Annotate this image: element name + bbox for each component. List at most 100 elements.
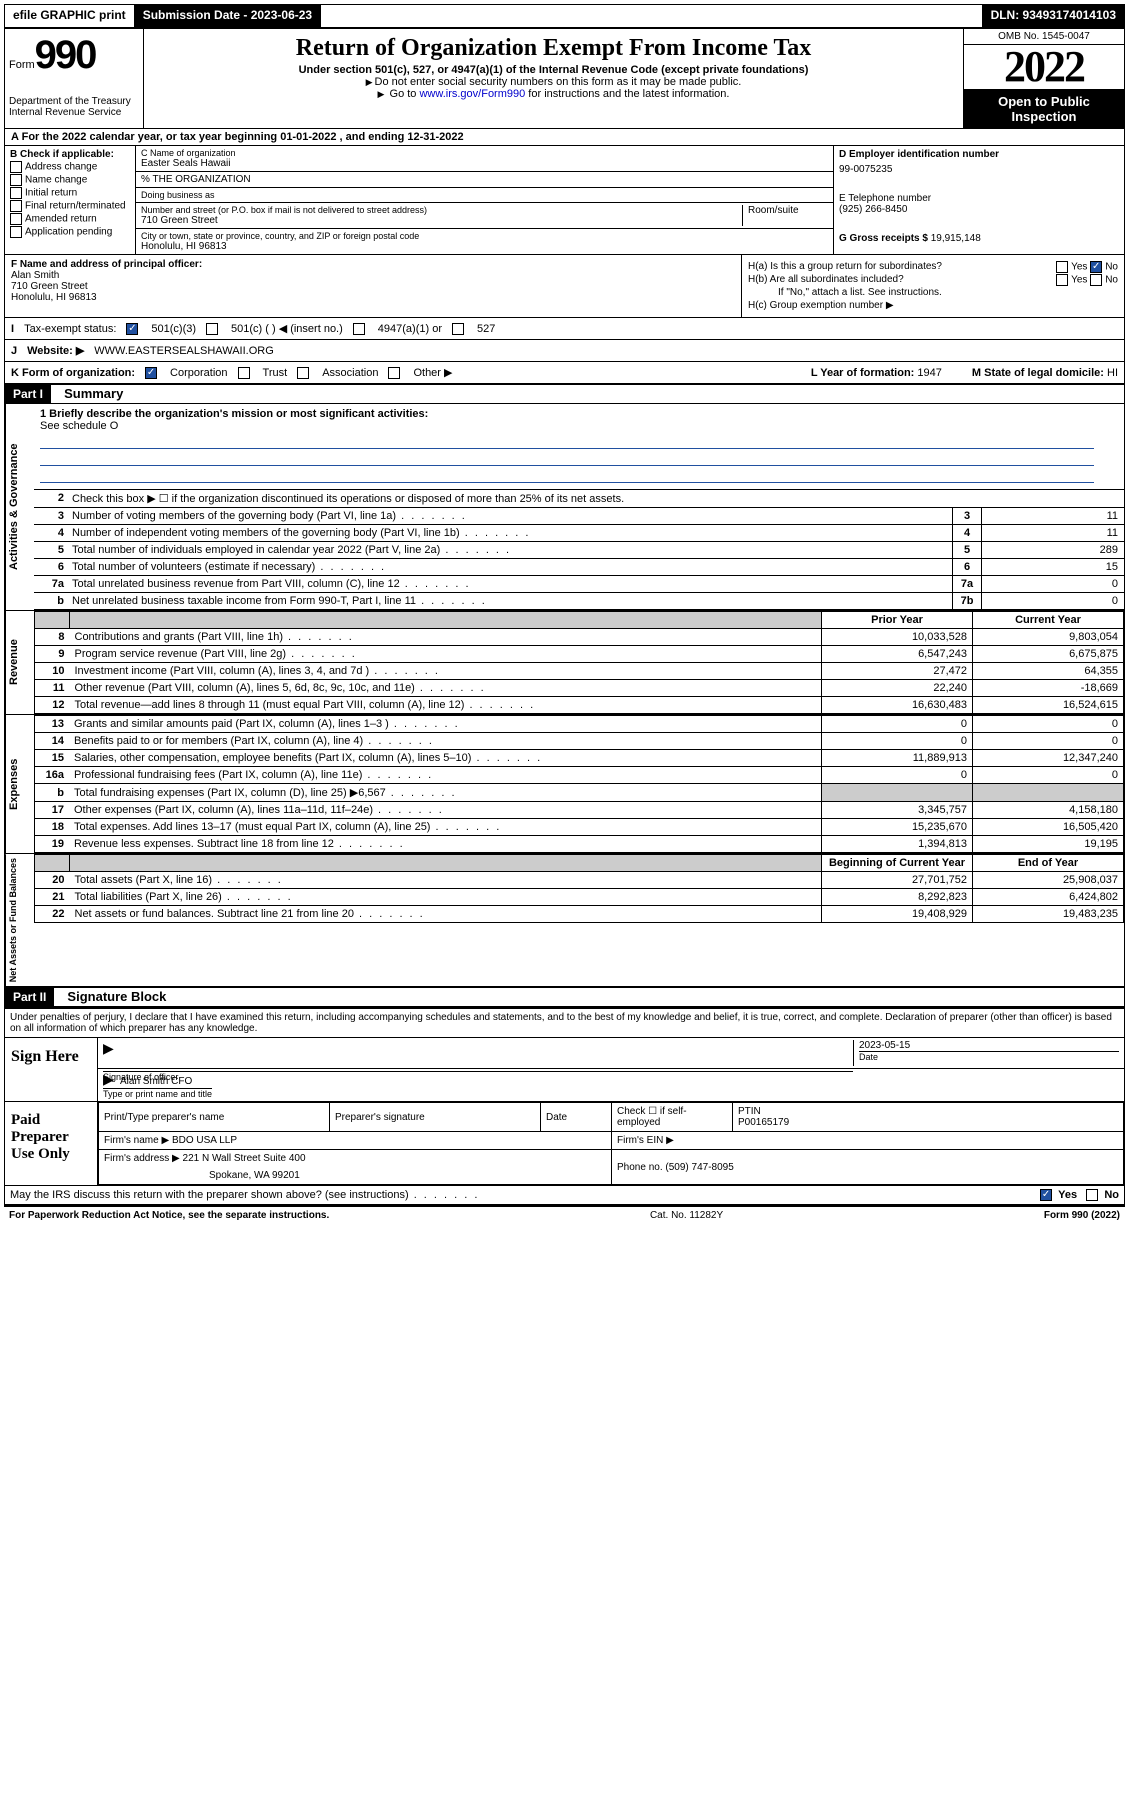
officer-label: F Name and address of principal officer: bbox=[11, 259, 202, 270]
gov-row-b: bNet unrelated business taxable income f… bbox=[34, 593, 1124, 610]
form-title: Return of Organization Exempt From Incom… bbox=[148, 35, 959, 62]
fin-row-15: 15Salaries, other compensation, employee… bbox=[35, 750, 1124, 767]
gov-row-2: 2Check this box ▶ ☐ if the organization … bbox=[34, 490, 1124, 508]
officer-city: Honolulu, HI 96813 bbox=[11, 292, 97, 303]
column-d-ein: D Employer identification number 99-0075… bbox=[834, 146, 1124, 254]
cb-irs-yes[interactable] bbox=[1040, 1189, 1052, 1201]
hb-question: H(b) Are all subordinates included? bbox=[748, 274, 904, 285]
part-ii-title: Signature Block bbox=[57, 989, 166, 1004]
telephone-label: E Telephone number bbox=[839, 193, 1119, 204]
firm-address: 221 N Wall Street Suite 400 bbox=[183, 1153, 306, 1164]
mission-question: 1 Briefly describe the organization's mi… bbox=[40, 408, 428, 420]
note-ssn: Do not enter social security numbers on … bbox=[148, 76, 959, 88]
prep-date-hdr: Date bbox=[541, 1103, 612, 1132]
sign-here-label: Sign Here bbox=[5, 1038, 97, 1101]
vtab-governance: Activities & Governance bbox=[5, 404, 34, 610]
form-word: Form bbox=[9, 59, 35, 71]
hc-exemption: H(c) Group exemption number ▶ bbox=[748, 300, 1118, 311]
cb-corporation[interactable] bbox=[145, 367, 157, 379]
form-990-number: 990 bbox=[35, 33, 96, 77]
address-label: Number and street (or P.O. box if mail i… bbox=[141, 205, 742, 215]
ein-value: 99-0075235 bbox=[839, 164, 1119, 175]
fin-row-8: 8Contributions and grants (Part VIII, li… bbox=[35, 629, 1124, 646]
column-b-checkboxes: B Check if applicable: Address change Na… bbox=[5, 146, 136, 254]
prep-sig-hdr: Preparer's signature bbox=[330, 1103, 541, 1132]
ha-question: H(a) Is this a group return for subordin… bbox=[748, 261, 942, 272]
ein-label: D Employer identification number bbox=[839, 149, 1119, 160]
part-ii-header: Part II bbox=[5, 988, 54, 1006]
vtab-net-assets: Net Assets or Fund Balances bbox=[5, 854, 34, 986]
signature-declaration: Under penalties of perjury, I declare th… bbox=[5, 1009, 1124, 1037]
cb-501c3[interactable] bbox=[126, 323, 138, 335]
website-row: J Website: ▶ WWW.EASTERSEALSHAWAII.ORG bbox=[5, 340, 1124, 362]
fin-row-17: 17Other expenses (Part IX, column (A), l… bbox=[35, 802, 1124, 819]
cb-irs-no[interactable] bbox=[1086, 1189, 1098, 1201]
vtab-revenue: Revenue bbox=[5, 611, 34, 714]
gross-receipts: G Gross receipts $ 19,915,148 bbox=[839, 233, 1119, 244]
submission-date: Submission Date - 2023-06-23 bbox=[135, 5, 321, 27]
cb-application-pending[interactable]: Application pending bbox=[10, 226, 130, 238]
street-address: 710 Green Street bbox=[141, 215, 742, 226]
firm-name: BDO USA LLP bbox=[172, 1135, 237, 1146]
city-label: City or town, state or province, country… bbox=[141, 231, 828, 241]
gov-row-6: 6Total number of volunteers (estimate if… bbox=[34, 559, 1124, 576]
cb-amended-return[interactable]: Amended return bbox=[10, 213, 130, 225]
cb-association[interactable] bbox=[297, 367, 309, 379]
pct-org: % THE ORGANIZATION bbox=[136, 172, 833, 188]
row-a-tax-year: A For the 2022 calendar year, or tax yea… bbox=[5, 129, 1124, 146]
officer-name-title: Alan Smith CFO bbox=[120, 1076, 192, 1087]
officer-name: Alan Smith bbox=[11, 270, 59, 281]
tax-year: 2022 bbox=[964, 45, 1124, 90]
cb-trust[interactable] bbox=[238, 367, 250, 379]
state-domicile: HI bbox=[1107, 367, 1118, 379]
efile-button[interactable]: efile GRAPHIC print bbox=[5, 5, 135, 27]
firm-ein-label: Firm's EIN ▶ bbox=[612, 1132, 1124, 1150]
mission-answer: See schedule O bbox=[40, 420, 118, 432]
fin-row-11: 11Other revenue (Part VIII, column (A), … bbox=[35, 680, 1124, 697]
fin-row-16a: 16aProfessional fundraising fees (Part I… bbox=[35, 767, 1124, 784]
form-number-cell: Form990 Department of the Treasury Inter… bbox=[5, 29, 144, 128]
gov-row-3: 3Number of voting members of the governi… bbox=[34, 508, 1124, 525]
public-inspection: Open to Public Inspection bbox=[964, 90, 1124, 128]
cb-address-change[interactable]: Address change bbox=[10, 161, 130, 173]
cb-name-change[interactable]: Name change bbox=[10, 174, 130, 186]
part-i-title: Summary bbox=[54, 386, 123, 401]
form-of-org-row: K Form of organization: Corporation Trus… bbox=[5, 362, 1124, 384]
cb-501c[interactable] bbox=[206, 323, 218, 335]
phone-label: Phone no. bbox=[617, 1162, 663, 1173]
fin-row-9: 9Program service revenue (Part VIII, lin… bbox=[35, 646, 1124, 663]
fin-row-20: 20Total assets (Part X, line 16)27,701,7… bbox=[35, 872, 1124, 889]
cb-other[interactable] bbox=[388, 367, 400, 379]
paperwork-notice: For Paperwork Reduction Act Notice, see … bbox=[9, 1210, 329, 1221]
gov-row-5: 5Total number of individuals employed in… bbox=[34, 542, 1124, 559]
cat-number: Cat. No. 11282Y bbox=[650, 1210, 723, 1221]
gov-row-4: 4Number of independent voting members of… bbox=[34, 525, 1124, 542]
room-suite: Room/suite bbox=[742, 205, 828, 226]
type-name-label: Type or print name and title bbox=[103, 1088, 212, 1099]
firm-name-label: Firm's name ▶ bbox=[104, 1135, 169, 1146]
prep-name-hdr: Print/Type preparer's name bbox=[99, 1103, 330, 1132]
cb-4947[interactable] bbox=[353, 323, 365, 335]
hb-note: If "No," attach a list. See instructions… bbox=[748, 287, 1118, 298]
principal-officer: F Name and address of principal officer:… bbox=[5, 255, 742, 317]
top-bar: efile GRAPHIC print Submission Date - 20… bbox=[4, 4, 1125, 28]
org-name: Easter Seals Hawaii bbox=[141, 158, 828, 169]
fin-row-b: bTotal fundraising expenses (Part IX, co… bbox=[35, 784, 1124, 802]
gov-row-7a: 7aTotal unrelated business revenue from … bbox=[34, 576, 1124, 593]
irs-link[interactable]: www.irs.gov/Form990 bbox=[419, 88, 525, 100]
telephone-value: (925) 266-8450 bbox=[839, 204, 1119, 215]
part-i-header: Part I bbox=[5, 385, 51, 403]
vtab-expenses: Expenses bbox=[5, 715, 34, 853]
cb-initial-return[interactable]: Initial return bbox=[10, 187, 130, 199]
fin-row-12: 12Total revenue—add lines 8 through 11 (… bbox=[35, 697, 1124, 714]
cb-final-return[interactable]: Final return/terminated bbox=[10, 200, 130, 212]
fin-row-21: 21Total liabilities (Part X, line 26)8,2… bbox=[35, 889, 1124, 906]
group-return-section: H(a) Is this a group return for subordin… bbox=[742, 255, 1124, 317]
check-applicable-header: B Check if applicable: bbox=[10, 149, 130, 160]
department-label: Department of the Treasury Internal Reve… bbox=[9, 96, 139, 118]
tax-exempt-status: I Tax-exempt status: 501(c)(3) 501(c) ( … bbox=[5, 318, 1124, 340]
prep-self-employed: Check ☐ if self-employed bbox=[612, 1103, 733, 1132]
fin-row-22: 22Net assets or fund balances. Subtract … bbox=[35, 906, 1124, 923]
firm-addr-label: Firm's address ▶ bbox=[104, 1153, 180, 1164]
cb-527[interactable] bbox=[452, 323, 464, 335]
